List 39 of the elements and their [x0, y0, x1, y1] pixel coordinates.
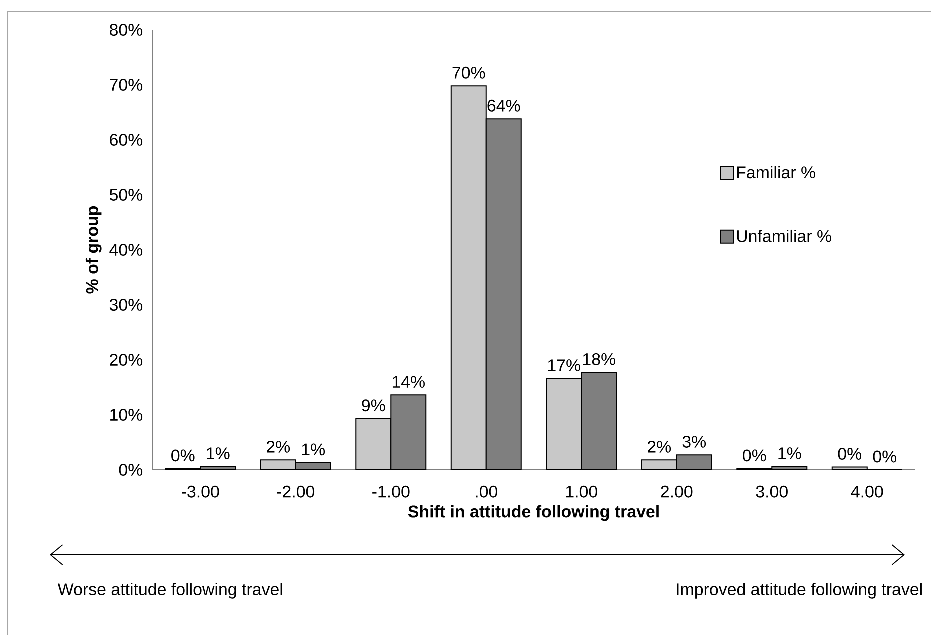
data-label: 0%	[873, 450, 897, 463]
data-label: 0%	[172, 450, 195, 462]
text: Improved attitude following travel	[677, 583, 922, 599]
y-tick-label: 30%	[110, 298, 143, 311]
data-label: 0%	[743, 450, 766, 462]
y-tick-label: 40%	[110, 244, 143, 256]
x-tick-label: 1.00	[566, 486, 598, 498]
x-tick-label: 2.00	[661, 486, 693, 498]
y-tick-label: 20%	[110, 354, 143, 366]
x-tick-label: -2.00	[277, 486, 315, 498]
y-tick-label: 80%	[110, 24, 143, 36]
y-tick-label: 50%	[110, 188, 143, 201]
data-label: 18%	[583, 353, 616, 366]
data-label: 14%	[392, 376, 425, 388]
x-tick-label: 3.00	[756, 486, 788, 498]
legend-label: Familiar %	[737, 166, 816, 179]
data-label: 1%	[207, 448, 230, 460]
data-label: 64%	[488, 100, 520, 112]
data-label: 17%	[548, 360, 580, 372]
data-label: 2%	[267, 440, 290, 453]
data-label: 70%	[452, 66, 486, 79]
data-label: 2%	[648, 440, 672, 453]
data-label: 0%	[838, 448, 862, 460]
x-tick-label: .00	[476, 486, 498, 498]
y-tick-label: 0%	[119, 464, 143, 476]
data-label: 3%	[682, 436, 706, 448]
y-tick-label: 10%	[110, 408, 143, 421]
text: Worse attitude following travel	[58, 583, 282, 599]
x-tick-label: -3.00	[182, 486, 220, 498]
legend-label: Unfamiliar %	[737, 230, 832, 242]
x-tick-label: 4.00	[851, 486, 884, 498]
data-label: 1%	[778, 448, 802, 460]
x-tick-label: -1.00	[372, 486, 410, 498]
y-tick-label: 70%	[110, 78, 143, 91]
x-axis-title: Shift in attitude following travel	[408, 505, 659, 522]
y-axis-title: % of group	[86, 206, 102, 294]
data-label: 1%	[302, 444, 326, 456]
data-label: 9%	[362, 400, 386, 412]
y-tick-label: 60%	[110, 134, 143, 146]
